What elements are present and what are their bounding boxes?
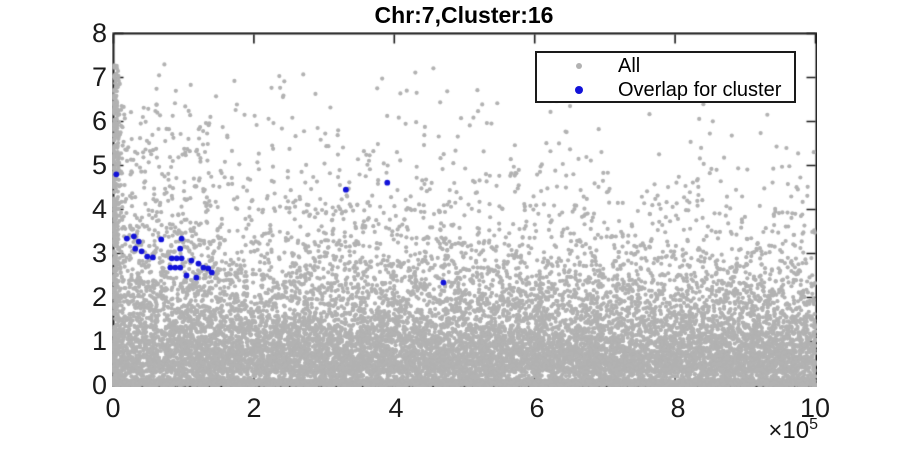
x-tick-label-0: 0 [105, 393, 121, 423]
x-tick-label-10: 10 [799, 393, 831, 423]
x-tick-label-8: 8 [670, 393, 686, 423]
legend-marker-box [565, 63, 593, 69]
blue-dot-icon [575, 86, 583, 94]
y-tick-label-6: 6 [91, 106, 107, 136]
x-axis-multiplier: ×105 [700, 416, 818, 445]
y-tick-label-4: 4 [91, 194, 107, 224]
y-tick-label-5: 5 [91, 150, 107, 180]
y-tick-label-2: 2 [91, 282, 107, 312]
legend: All Overlap for cluster [535, 51, 796, 103]
gray-dot-icon [576, 63, 582, 69]
x-tick-label-6: 6 [529, 393, 545, 423]
x-tick-label-2: 2 [246, 393, 262, 423]
y-tick-label-8: 8 [91, 18, 107, 48]
legend-entry-all: All [537, 54, 794, 78]
y-tick-label-3: 3 [91, 238, 107, 268]
y-tick-label-0: 0 [91, 370, 107, 400]
x-axis-multiplier-exp: 5 [809, 416, 818, 433]
legend-marker-box [565, 86, 593, 94]
x-tick-label-4: 4 [388, 393, 404, 423]
x-axis-multiplier-base: ×10 [768, 417, 810, 444]
y-tick-label-1: 1 [91, 326, 107, 356]
legend-label-all: All [618, 54, 641, 77]
chart-title: Chr:7,Cluster:16 [374, 2, 554, 28]
legend-entry-overlap: Overlap for cluster [537, 78, 794, 102]
y-tick-label-7: 7 [91, 62, 107, 92]
legend-label-overlap: Overlap for cluster [618, 78, 782, 101]
